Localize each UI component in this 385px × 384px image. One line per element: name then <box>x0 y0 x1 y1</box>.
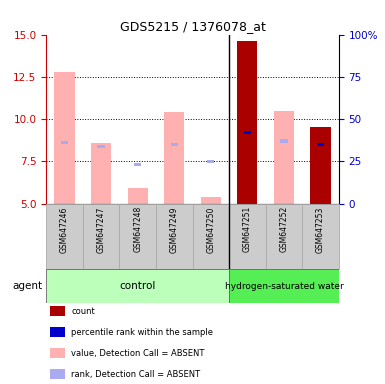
Text: GSM647252: GSM647252 <box>280 206 288 252</box>
Text: rank, Detection Call = ABSENT: rank, Detection Call = ABSENT <box>71 370 200 379</box>
Text: control: control <box>119 281 156 291</box>
Text: GSM647251: GSM647251 <box>243 206 252 252</box>
Text: percentile rank within the sample: percentile rank within the sample <box>71 328 213 337</box>
Bar <box>310 127 331 204</box>
Bar <box>91 143 111 204</box>
Bar <box>302 204 339 269</box>
Title: GDS5215 / 1376078_at: GDS5215 / 1376078_at <box>120 20 265 33</box>
Text: GSM647247: GSM647247 <box>97 206 105 253</box>
Bar <box>266 204 302 269</box>
Text: count: count <box>71 306 95 316</box>
Bar <box>274 111 294 204</box>
Text: GSM647253: GSM647253 <box>316 206 325 253</box>
Text: GSM647250: GSM647250 <box>206 206 215 253</box>
Bar <box>229 204 266 269</box>
Bar <box>244 131 251 134</box>
Bar <box>46 269 229 303</box>
Text: hydrogen-saturated water: hydrogen-saturated water <box>224 281 343 291</box>
Bar <box>317 143 324 146</box>
Bar <box>229 269 339 303</box>
Bar <box>192 204 229 269</box>
Bar <box>171 143 178 146</box>
Text: GSM647246: GSM647246 <box>60 206 69 253</box>
Bar <box>164 112 184 204</box>
Bar <box>280 139 288 142</box>
Bar <box>207 160 214 163</box>
Bar <box>61 141 68 144</box>
Bar <box>134 163 141 166</box>
Bar <box>97 144 105 147</box>
Text: agent: agent <box>12 281 42 291</box>
Text: GSM647248: GSM647248 <box>133 206 142 252</box>
Bar <box>54 72 75 204</box>
Text: value, Detection Call = ABSENT: value, Detection Call = ABSENT <box>71 349 204 358</box>
Bar <box>237 41 258 204</box>
Bar <box>127 188 148 204</box>
Bar <box>201 197 221 204</box>
Bar <box>156 204 192 269</box>
Bar <box>46 204 83 269</box>
Text: GSM647249: GSM647249 <box>170 206 179 253</box>
Bar <box>83 204 119 269</box>
Bar <box>119 204 156 269</box>
